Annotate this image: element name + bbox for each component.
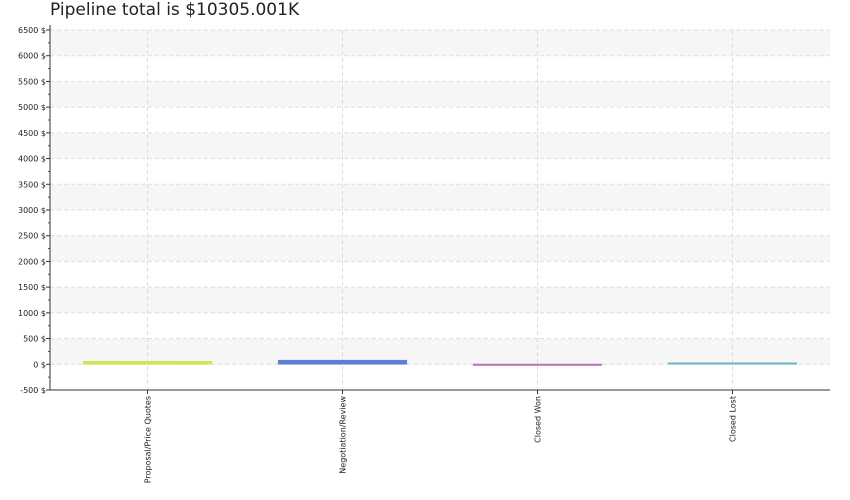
bar[interactable] bbox=[472, 363, 603, 366]
plot-band bbox=[50, 338, 830, 365]
y-tick-label: 3500 $ bbox=[18, 180, 46, 189]
plot-band bbox=[50, 30, 830, 56]
chart-title: Pipeline total is $10305.001K bbox=[50, 0, 300, 20]
plot-band bbox=[50, 184, 830, 210]
y-axis-tick-labels: -500 $ 0 $ 500 $ 1000 $ 1500 $ 2000 $ 2500 $ 30… bbox=[18, 26, 46, 395]
axes bbox=[46, 25, 830, 394]
y-tick-label: -500 $ bbox=[20, 386, 46, 395]
x-tick-label: Negotiation/Review bbox=[339, 396, 348, 474]
bar[interactable] bbox=[277, 359, 408, 365]
y-tick-label: 2000 $ bbox=[18, 257, 46, 266]
y-tick-label: 4500 $ bbox=[18, 129, 46, 138]
y-tick-label: 5000 $ bbox=[18, 103, 46, 112]
x-tick-label: Proposal/Price Quotes bbox=[144, 396, 153, 483]
bar[interactable] bbox=[82, 360, 213, 365]
plot-band bbox=[50, 287, 830, 313]
y-tick-label: 1500 $ bbox=[18, 283, 46, 292]
y-tick-label: 0 $ bbox=[33, 360, 46, 369]
plot-bands bbox=[50, 30, 830, 365]
bar[interactable] bbox=[667, 362, 798, 365]
x-axis-tick-labels: Proposal/Price Quotes Negotiation/Review C… bbox=[144, 396, 738, 484]
y-tick-label: 2500 $ bbox=[18, 232, 46, 241]
y-tick-label: 500 $ bbox=[23, 335, 46, 344]
y-tick-label: 6000 $ bbox=[18, 52, 46, 61]
y-tick-label: 4000 $ bbox=[18, 155, 46, 164]
x-tick-label: Closed Lost bbox=[729, 396, 738, 442]
y-tick-label: 6500 $ bbox=[18, 26, 46, 35]
plot-band bbox=[50, 132, 830, 159]
y-tick-label: 5500 $ bbox=[18, 77, 46, 86]
y-tick-label: 1000 $ bbox=[18, 309, 46, 318]
plot-band bbox=[50, 81, 830, 108]
y-tick-label: 3000 $ bbox=[18, 206, 46, 215]
x-tick-label: Closed Won bbox=[534, 396, 543, 443]
bars bbox=[82, 359, 798, 366]
plot-band bbox=[50, 235, 830, 262]
